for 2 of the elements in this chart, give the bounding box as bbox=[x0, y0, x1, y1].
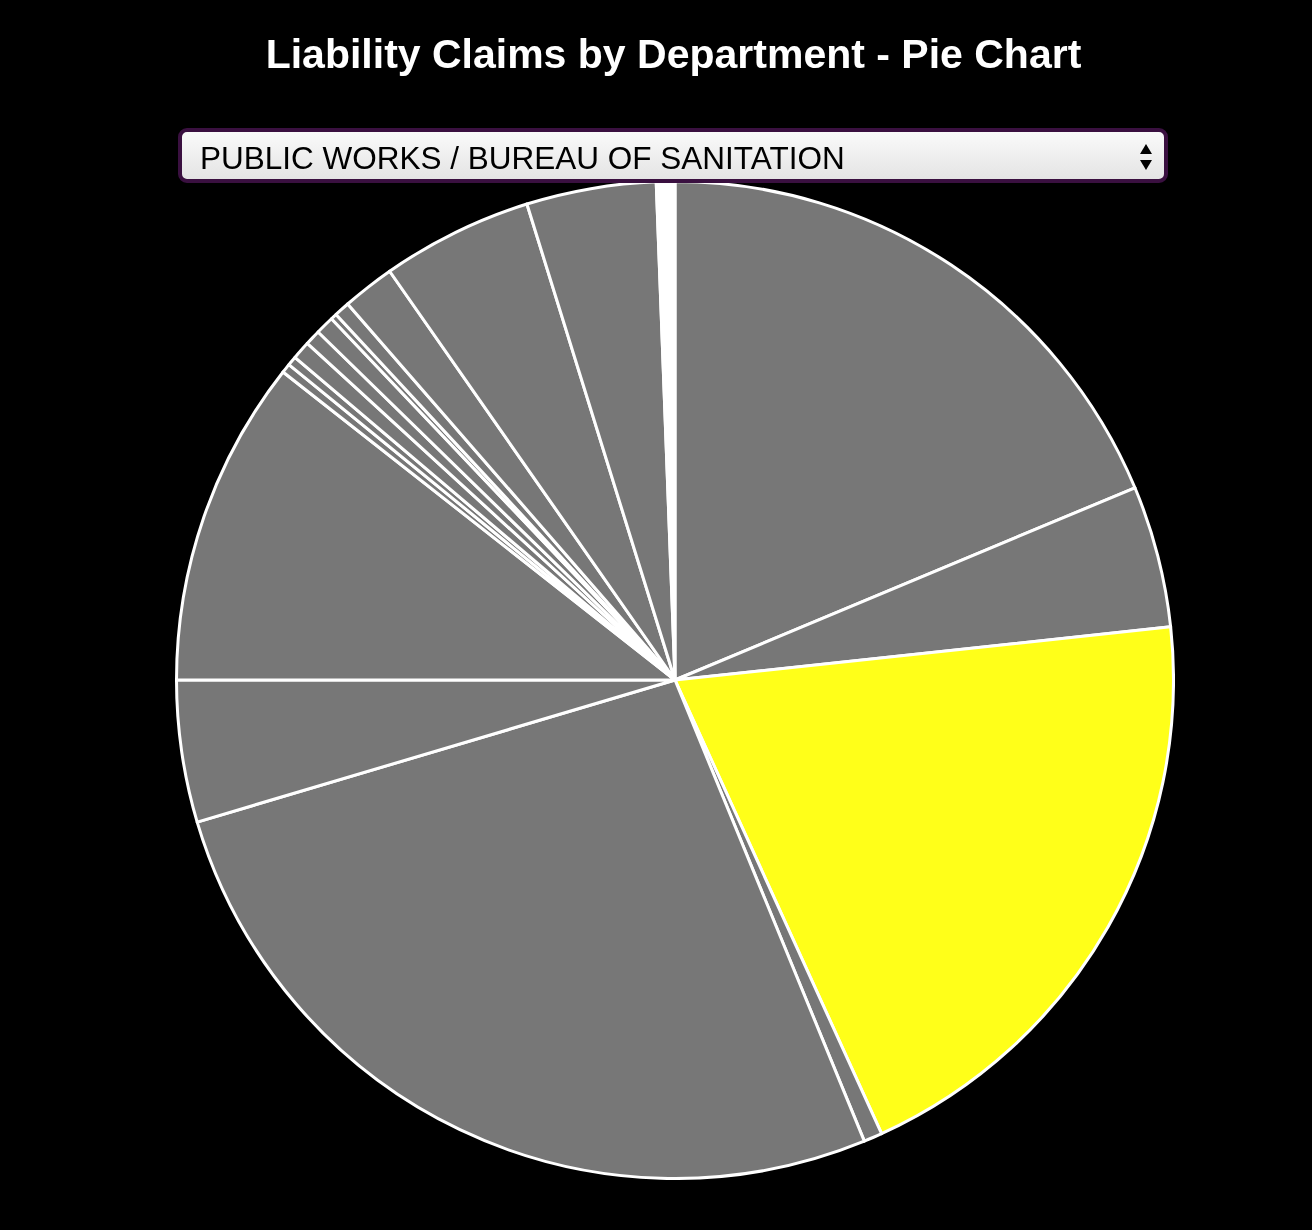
chart-title: Liability Claims by Department - Pie Chart bbox=[264, 30, 1083, 78]
dropdown-field: PUBLIC WORKS / BUREAU OF SANITATION bbox=[178, 128, 1168, 183]
